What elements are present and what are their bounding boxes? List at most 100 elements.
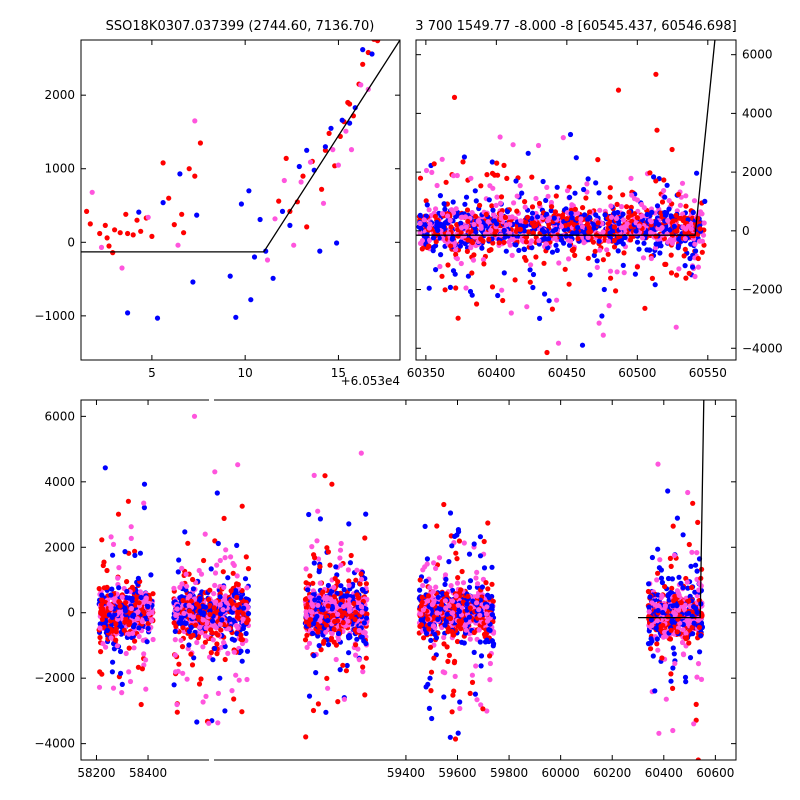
data-point [358,571,364,577]
data-point [427,675,433,681]
data-point [235,462,241,468]
data-point [89,189,95,195]
data-point [141,481,148,487]
data-point [452,736,459,742]
data-point [304,644,310,651]
data-point [321,638,327,644]
data-point [552,235,558,241]
data-point [654,636,660,642]
data-point [680,218,686,224]
data-point [649,554,656,561]
data-point [375,40,381,44]
data-point [698,633,704,639]
data-point [329,481,335,487]
data-point [421,221,428,227]
data-point [695,215,701,221]
data-point [132,638,138,644]
data-point [694,674,700,680]
data-point [202,604,209,610]
data-point [437,193,443,199]
data-point [334,240,340,246]
data-point [417,175,424,181]
data-point [457,705,463,712]
data-point [683,226,689,232]
data-point [687,593,693,600]
data-point [181,230,187,236]
y-tick-label: 6000 [742,48,773,62]
data-point [317,618,323,624]
data-point [451,688,457,694]
data-point [595,220,601,226]
data-point [494,221,500,227]
data-point [320,589,326,595]
data-point [116,609,123,615]
data-point [648,230,654,236]
data-point [212,469,218,475]
data-point [662,603,668,609]
data-point [338,540,344,547]
y-tick-label: 0 [67,606,75,620]
data-point [521,246,527,252]
data-point [113,629,119,635]
data-point [426,225,432,231]
data-point [314,538,320,544]
model-line [638,400,705,619]
data-point [119,690,125,696]
data-point [514,208,520,214]
data-point [177,584,183,591]
data-point [99,592,105,598]
data-point [683,193,689,199]
data-point [490,207,496,213]
data-point [465,273,471,279]
data-point [653,241,659,247]
x-tick-label: 60400 [477,366,515,380]
data-point [454,222,460,228]
data-point [558,224,565,230]
data-point [445,658,451,665]
data-point [432,213,438,220]
data-point [626,209,632,215]
data-point [645,588,652,595]
data-point [497,134,503,140]
data-point [328,596,334,602]
data-point [323,622,329,628]
data-point [459,639,465,645]
data-point [347,560,353,566]
data-point [478,183,484,189]
data-point [454,172,460,179]
data-point [513,178,519,184]
data-point [463,285,469,291]
data-point [99,671,105,677]
data-point [424,561,430,567]
data-point [104,567,110,574]
data-point [663,696,669,702]
data-point [478,702,484,708]
data-point [304,224,310,230]
data-point [681,253,687,259]
data-point [123,600,129,606]
data-point [529,174,535,180]
data-point [551,215,557,221]
plot-area [96,400,706,760]
data-point [359,609,365,615]
data-point [574,229,580,235]
data-point [575,224,581,231]
data-point [433,206,439,212]
data-point [489,284,496,290]
data-point [180,625,186,631]
data-point [503,248,509,254]
data-point [215,632,221,638]
data-point [210,618,216,624]
data-point [606,303,612,309]
data-point [298,179,304,185]
data-point [190,586,196,592]
data-point [434,226,440,232]
data-point [360,669,366,675]
chart-top-left: SSO18K0307.037399 (2744.60, 7136.70) 5 10… [34,19,401,388]
data-point [572,252,578,258]
data-point [211,605,217,611]
data-point [489,203,495,209]
data-point [110,685,117,691]
data-point [449,598,456,604]
data-point [682,246,688,252]
